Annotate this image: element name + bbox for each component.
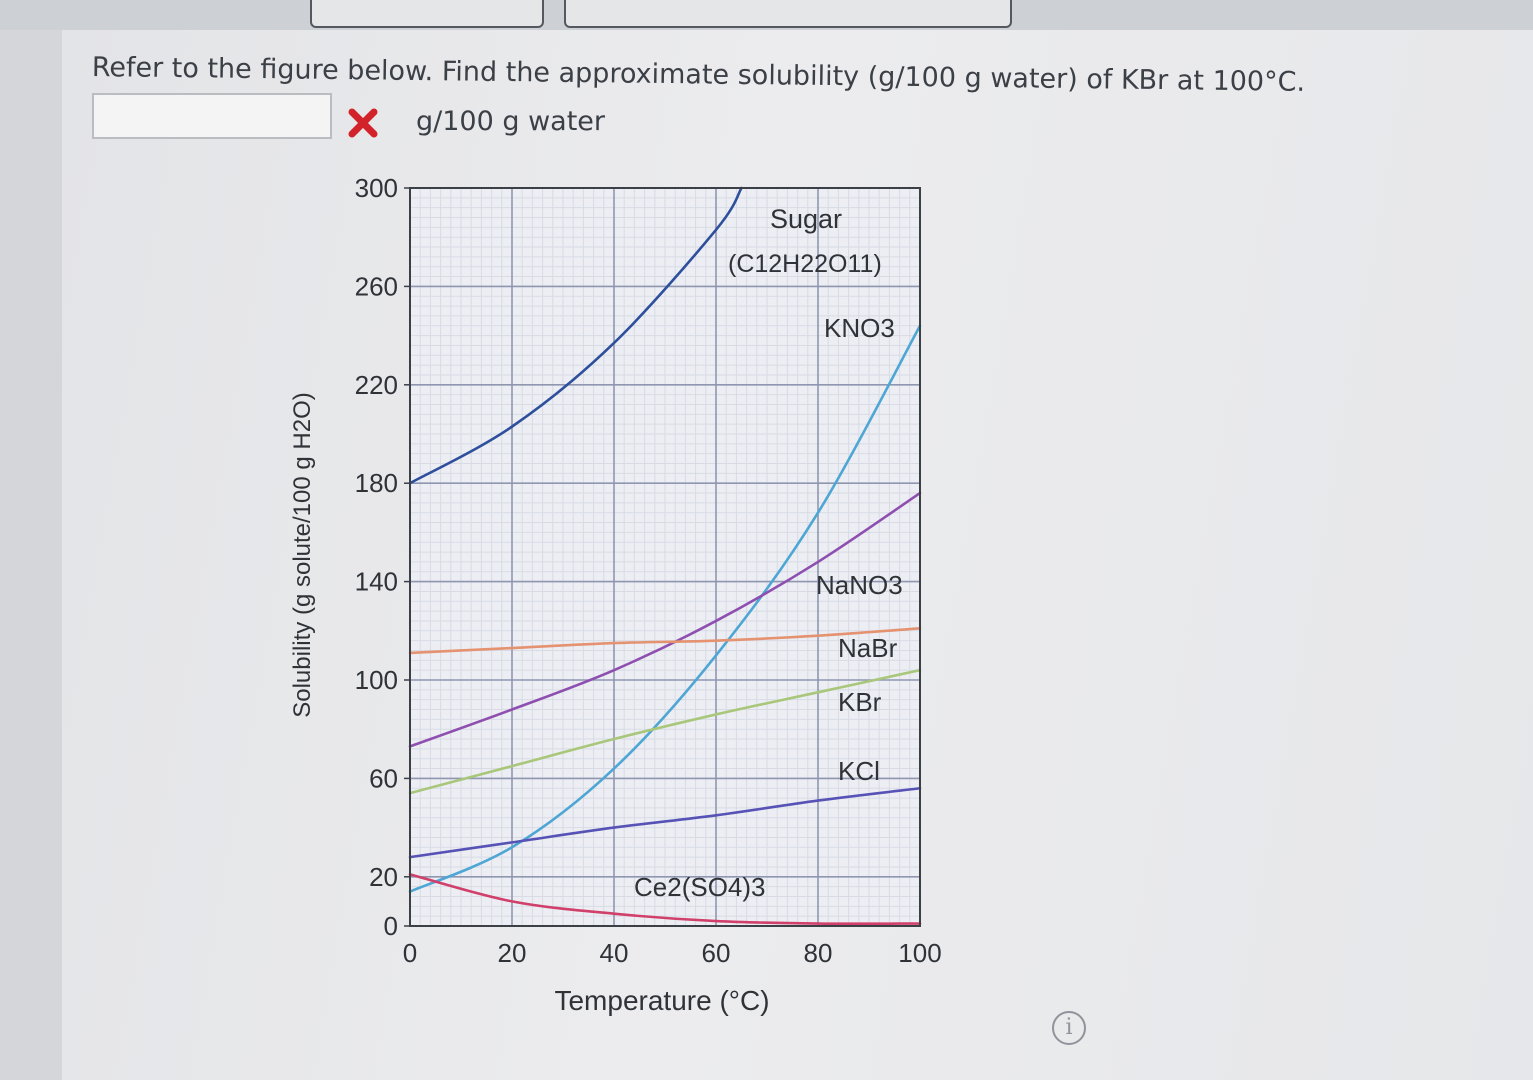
label-sugar: Sugar — [770, 204, 842, 234]
answer-input[interactable] — [92, 93, 332, 139]
series-layer — [408, 186, 922, 926]
x-tick-label: 100 — [898, 938, 941, 968]
series-line-kbr — [408, 668, 922, 795]
y-tick-label: 260 — [355, 271, 398, 301]
x-tick-labels: 0 20 40 60 80 100 — [403, 938, 942, 968]
y-tick-label: 20 — [369, 862, 398, 892]
x-mark-icon — [348, 108, 378, 138]
x-tick-label: 60 — [702, 938, 731, 968]
series-line-kno3 — [408, 324, 922, 893]
label-nano3: NaNO3 — [816, 570, 903, 600]
label-nabr: NaBr — [838, 633, 898, 663]
label-ce2so43: Ce2(SO4)3 — [634, 872, 766, 902]
y-tick-label: 0 — [384, 911, 398, 941]
y-tick-label: 180 — [355, 468, 398, 498]
series-line-sugar — [408, 186, 743, 485]
series-line-ce2so43 — [408, 873, 922, 926]
label-kcl: KCl — [838, 756, 880, 786]
y-tick-label: 60 — [369, 763, 398, 793]
series-line-nabr — [408, 627, 922, 655]
label-kbr: KBr — [838, 687, 882, 717]
curve-labels: Sugar (C12H22O11) KNO3 NaNO3 NaBr KBr KC… — [634, 204, 903, 902]
series-line-kcl — [408, 786, 922, 859]
x-tick-label: 80 — [804, 938, 833, 968]
solubility-chart: 0 20 60 100 140 180 220 260 300 0 20 40 60 80 100 Tem… — [289, 173, 942, 1016]
y-tick-label: 300 — [355, 173, 398, 203]
top-tab-right[interactable] — [564, 0, 1012, 28]
y-tick-label: 140 — [355, 567, 398, 597]
top-bar — [0, 0, 1533, 30]
answer-unit: g/100 g water — [416, 106, 605, 137]
series-line-nano3 — [408, 491, 922, 748]
y-tick-labels: 0 20 60 100 140 180 220 260 300 — [355, 173, 410, 941]
label-sugar-formula: (C12H22O11) — [728, 250, 882, 278]
label-kno3: KNO3 — [824, 313, 895, 343]
top-tab-left[interactable] — [310, 0, 544, 28]
info-icon[interactable]: i — [1052, 1011, 1086, 1045]
y-axis-label: Solubility (g solute/100 g H2O) — [289, 392, 316, 718]
x-axis-label: Temperature (°C) — [554, 985, 769, 1016]
y-tick-label: 100 — [355, 665, 398, 695]
y-tick-label: 220 — [355, 370, 398, 400]
x-tick-label: 40 — [600, 938, 629, 968]
x-tick-label: 0 — [403, 938, 417, 968]
plot-frame — [409, 187, 921, 927]
x-tick-label: 20 — [498, 938, 527, 968]
